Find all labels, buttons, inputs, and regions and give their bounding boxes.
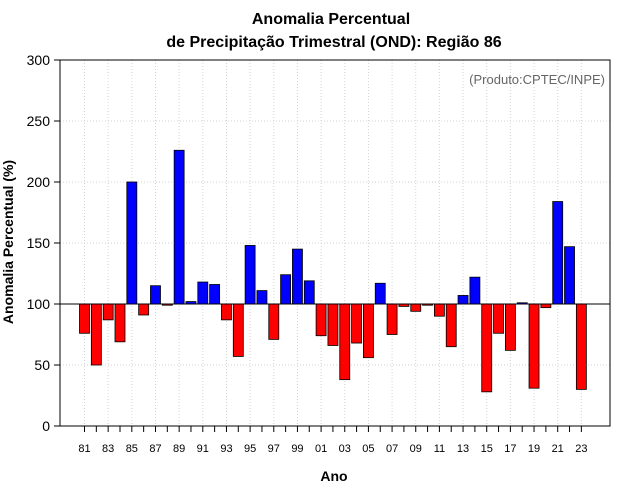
bar-2021	[552, 201, 564, 305]
x-tick-label: 93	[220, 443, 232, 455]
bar-1981	[79, 303, 90, 334]
y-axis-label: Anomalia Percentual (%)	[0, 160, 16, 324]
bar-2019	[528, 303, 540, 389]
chart-title-line1: Anomalia Percentual	[252, 11, 410, 28]
x-axis-label: Ano	[320, 468, 347, 484]
bar-2014	[469, 276, 481, 305]
bar-2015	[481, 303, 493, 393]
bar-2012	[445, 303, 457, 348]
x-tick-label: 21	[552, 443, 564, 455]
bar-2023	[575, 303, 587, 390]
x-tick-label: 13	[457, 443, 469, 455]
bar-2005	[363, 303, 374, 359]
bar-2004	[351, 303, 362, 344]
bar-2011	[433, 303, 445, 317]
x-axis: 81 83 85 87 89 91 93 95 97 99 01 03 05 07 09 11 13 15 17 19…	[78, 426, 587, 455]
grid-lines	[60, 60, 610, 426]
source-label: (Produto:CPTEC/INPE)	[469, 72, 605, 87]
y-tick-label: 200	[27, 174, 51, 190]
bar-1982	[90, 303, 102, 366]
x-tick-label: 19	[528, 443, 540, 455]
bar-1997	[268, 303, 280, 340]
y-tick-label: 50	[34, 357, 50, 373]
bar-1984	[114, 303, 126, 343]
bar-1985	[126, 181, 138, 305]
x-tick-label: 23	[575, 443, 587, 455]
x-tick-label: 91	[197, 443, 209, 455]
plot-frame	[59, 59, 611, 427]
bar-1987	[150, 285, 161, 305]
bar-2009	[410, 303, 422, 312]
bar-1986	[138, 303, 150, 316]
x-tick-label: 15	[481, 443, 493, 455]
bar-2000	[303, 280, 315, 305]
bar-2001	[315, 303, 327, 337]
x-tick-label: 07	[386, 443, 398, 455]
chart-title-line2: de Precipitação Trimestral (OND): Região…	[166, 34, 501, 51]
y-tick-label: 300	[27, 52, 51, 68]
x-tick-label: 09	[410, 443, 422, 455]
x-tick-label: 85	[126, 443, 138, 455]
x-tick-label: 03	[339, 443, 351, 455]
bar-1998	[280, 274, 292, 305]
bar-2016	[493, 303, 504, 334]
bar-1991	[197, 281, 209, 305]
bar-1999	[292, 248, 303, 305]
bar-2020	[540, 303, 552, 309]
x-tick-label: 11	[434, 443, 445, 455]
bar-2013	[457, 295, 469, 305]
bar-2007	[386, 303, 398, 335]
bar-2017	[504, 303, 516, 351]
x-tick-label: 89	[173, 443, 185, 455]
bar-1995	[244, 245, 256, 305]
bar-1993	[221, 303, 232, 321]
x-tick-label: 81	[78, 443, 90, 455]
x-tick-label: 83	[102, 443, 114, 455]
y-axis: 0 50 100 150 200 250 300	[27, 52, 60, 434]
y-tick-label: 250	[27, 113, 51, 129]
bar-1992	[209, 284, 221, 305]
bar-2002	[327, 303, 339, 346]
bar-2003	[339, 303, 351, 381]
bar-1994	[232, 303, 244, 357]
bar-1996	[256, 290, 268, 305]
x-tick-label: 95	[244, 443, 256, 455]
x-tick-label: 87	[149, 443, 161, 455]
x-tick-label: 97	[268, 443, 280, 455]
y-tick-label: 0	[42, 418, 50, 434]
y-tick-label: 150	[27, 235, 51, 251]
x-tick-label: 99	[291, 443, 303, 455]
x-tick-label: 17	[504, 443, 516, 455]
y-tick-label: 100	[27, 296, 51, 312]
bar-1983	[102, 303, 114, 321]
bar-2022	[564, 246, 575, 305]
x-tick-label: 01	[315, 443, 327, 455]
bar-1989	[173, 149, 185, 305]
x-tick-label: 05	[362, 443, 374, 455]
bar-2006	[374, 282, 386, 305]
